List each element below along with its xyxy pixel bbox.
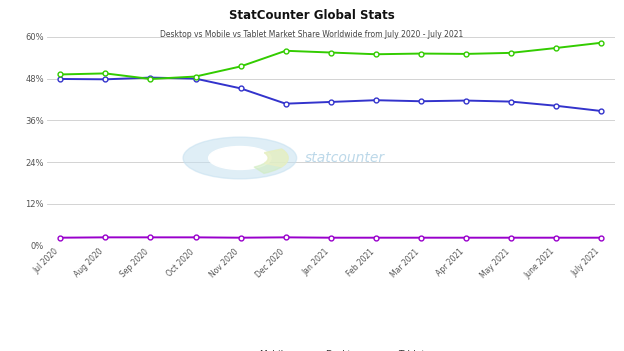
Circle shape: [208, 146, 271, 170]
Wedge shape: [254, 149, 288, 173]
Circle shape: [183, 137, 296, 179]
Text: statcounter: statcounter: [305, 151, 385, 165]
Text: Desktop vs Mobile vs Tablet Market Share Worldwide from July 2020 - July 2021: Desktop vs Mobile vs Tablet Market Share…: [160, 30, 464, 39]
Legend: Mobile, Desktop, Tablet: Mobile, Desktop, Tablet: [233, 346, 429, 351]
Wedge shape: [265, 149, 288, 167]
Text: StatCounter Global Stats: StatCounter Global Stats: [229, 9, 395, 22]
